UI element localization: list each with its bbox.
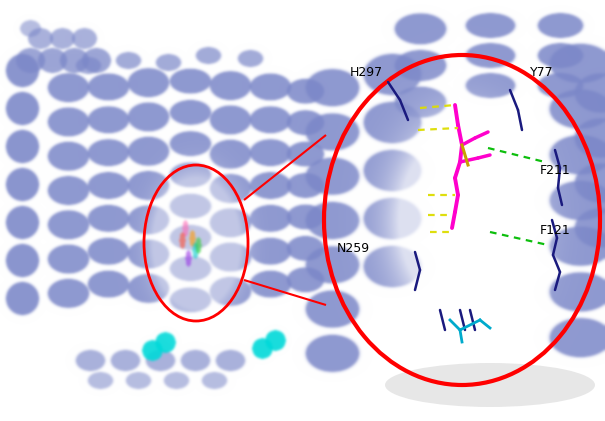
Text: F211: F211 <box>540 163 571 176</box>
Text: Y77: Y77 <box>530 67 554 80</box>
Ellipse shape <box>385 363 595 407</box>
Text: F121: F121 <box>540 224 571 237</box>
Text: H297: H297 <box>350 67 383 80</box>
Text: N259: N259 <box>337 242 370 255</box>
